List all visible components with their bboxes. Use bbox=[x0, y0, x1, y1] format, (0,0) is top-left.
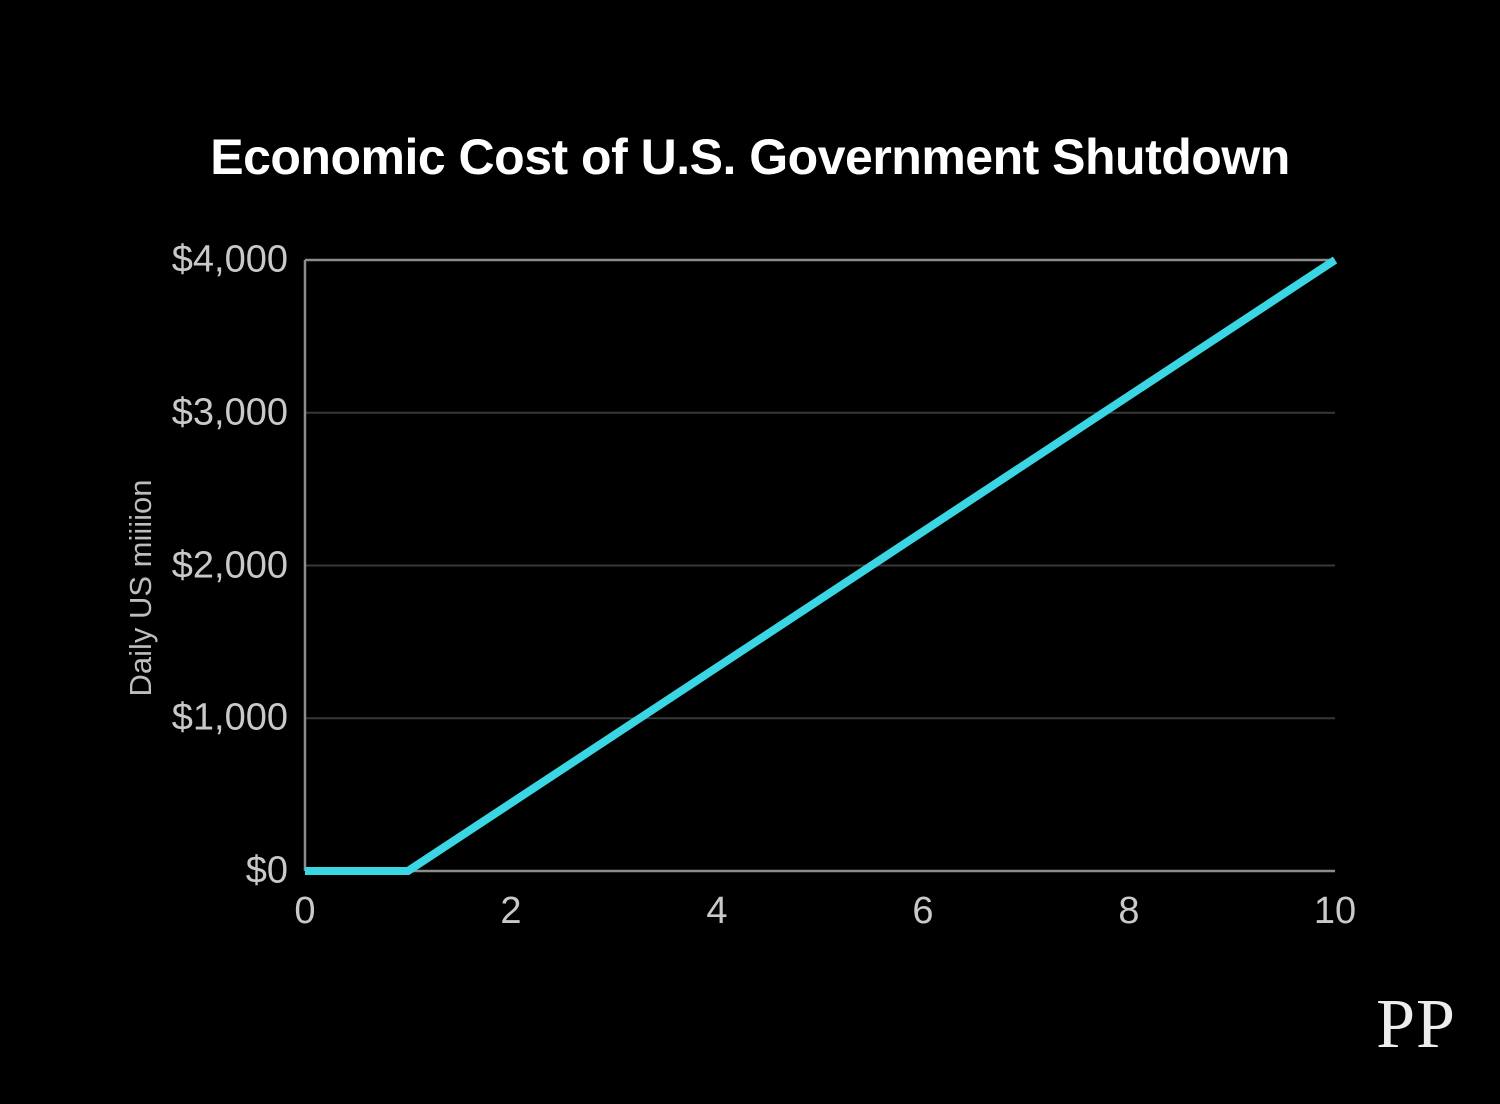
y-axis-tick-label: $2,000 bbox=[171, 544, 288, 586]
y-axis-title: Daily US miiiion bbox=[123, 479, 158, 697]
x-axis-tick-label: 6 bbox=[912, 890, 934, 932]
x-axis-tick-label: 2 bbox=[500, 890, 522, 932]
y-axis-tick-label: $0 bbox=[245, 849, 288, 892]
chart-title: Economic Cost of U.S. Government Shutdow… bbox=[210, 129, 1290, 185]
y-axis-tick-label: $3,000 bbox=[171, 391, 288, 434]
x-axis-tick-label: 8 bbox=[1118, 890, 1140, 932]
x-axis-tick-label: 4 bbox=[706, 890, 728, 932]
x-axis-tick-label: 0 bbox=[294, 890, 316, 932]
x-axis-tick-label: 10 bbox=[1313, 890, 1357, 932]
y-axis-tick-label: $1,000 bbox=[171, 696, 288, 739]
pp-logo: PP bbox=[1376, 986, 1456, 1063]
y-axis-tick-label: $4,000 bbox=[171, 238, 288, 281]
